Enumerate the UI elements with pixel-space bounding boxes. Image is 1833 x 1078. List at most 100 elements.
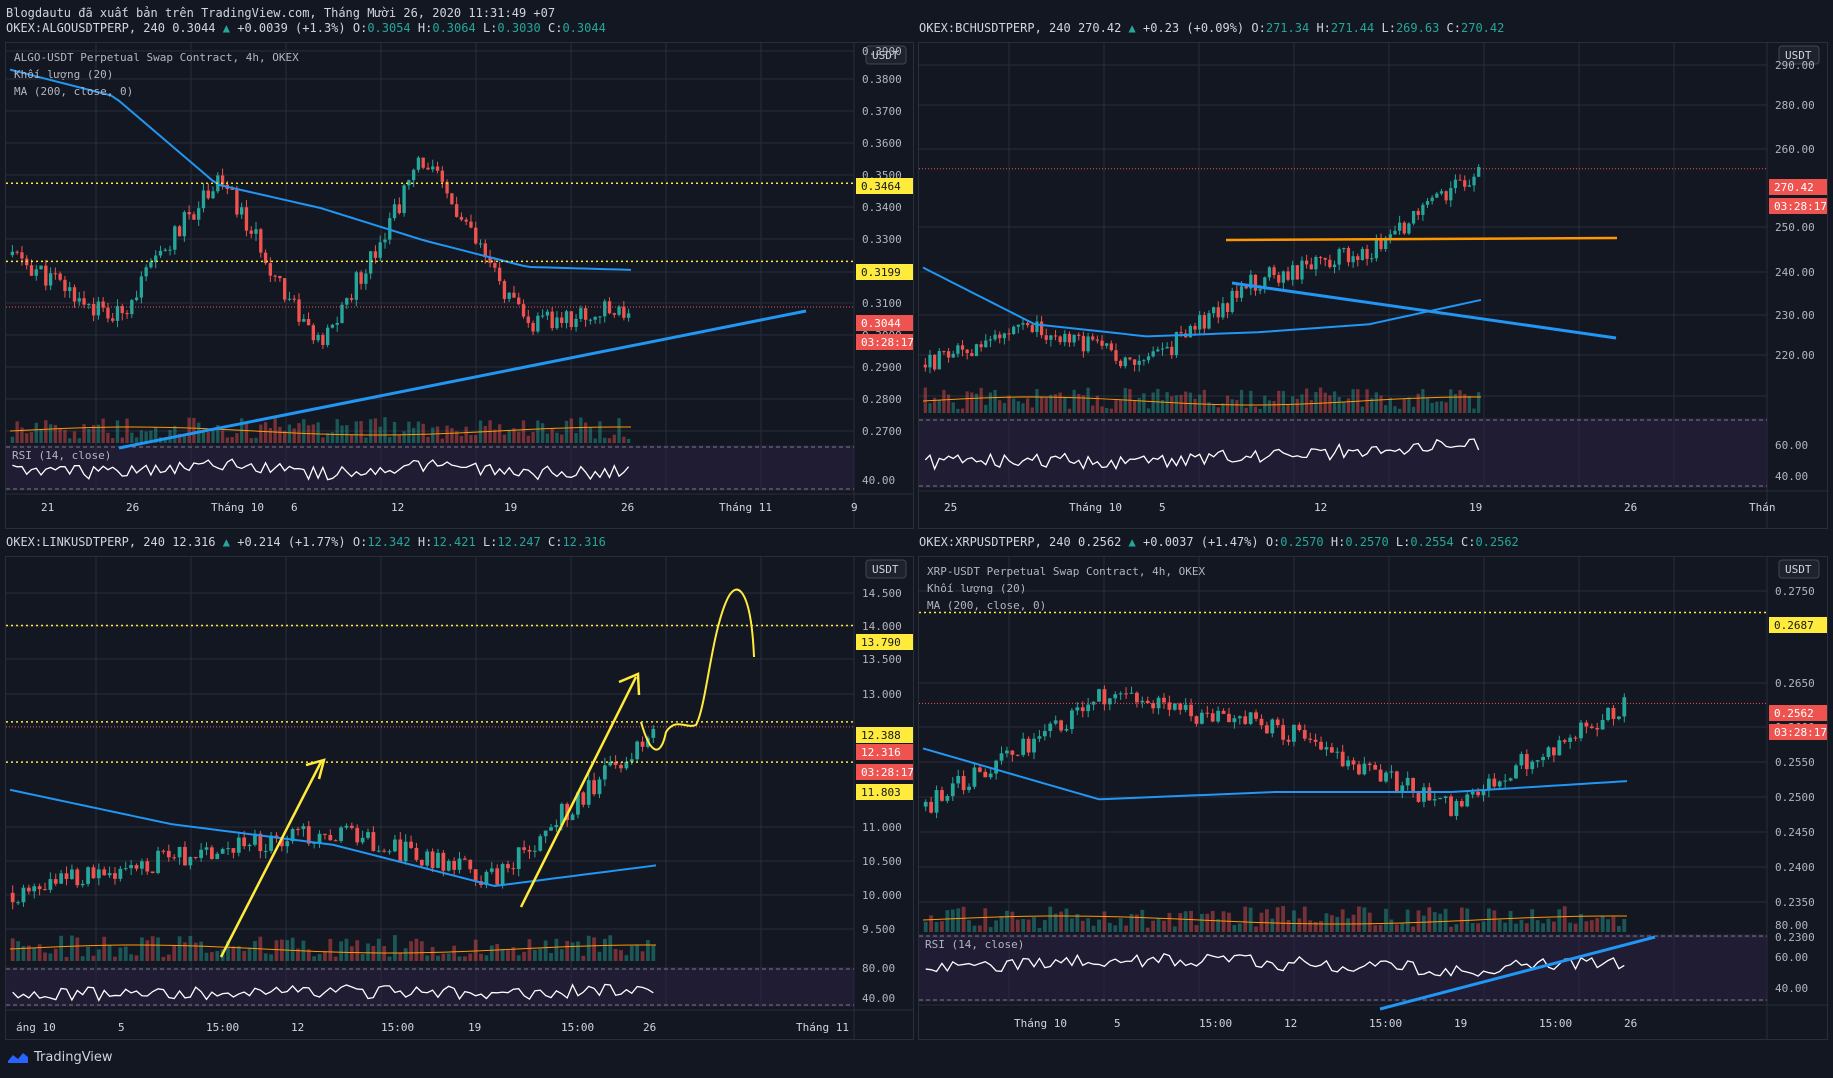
- candle-body: [1351, 760, 1356, 765]
- horizontal-line: [1225, 236, 1618, 242]
- volume-bar: [1297, 918, 1302, 932]
- candle-body: [527, 849, 532, 852]
- chart-canvas[interactable]: RSI (14, close) 80.00 60.00 40.00 USDT 0.2750…: [919, 557, 1827, 1039]
- volume-bar: [1373, 925, 1378, 932]
- candle-body: [172, 857, 177, 859]
- candle-body: [1189, 704, 1193, 717]
- candle-body: [1114, 350, 1118, 361]
- time-tick-label: 6: [291, 501, 298, 514]
- candle-body: [102, 869, 107, 876]
- candle-body: [576, 792, 580, 815]
- arrow-line: [519, 676, 638, 908]
- volume-bar: [956, 408, 960, 413]
- candle-body: [1244, 286, 1248, 289]
- candle-body: [387, 851, 392, 853]
- volume-bar: [225, 437, 230, 443]
- candle-body: [1449, 188, 1453, 201]
- volume-bar: [597, 951, 602, 961]
- volume-bar: [1463, 394, 1467, 413]
- volume-bar: [602, 938, 607, 961]
- price-tick-label: 0.2550: [1775, 756, 1815, 769]
- candle-body: [1277, 274, 1281, 283]
- volume-bar: [226, 940, 230, 961]
- chart-panel-bch[interactable]: OKEX:BCHUSDTPERP, 240 270.42 ▲ +0.23 (+0…: [918, 21, 1828, 529]
- candle-body: [1095, 339, 1100, 341]
- volume-bar: [349, 434, 354, 443]
- candle-body: [983, 771, 988, 778]
- volume-bar: [1015, 919, 1020, 932]
- candle-body: [134, 297, 139, 301]
- candle-body: [430, 851, 435, 868]
- candle-body: [1432, 799, 1437, 801]
- chart-panel-xrp[interactable]: OKEX:XRPUSDTPERP, 240 0.2562 ▲ +0.0037 (…: [918, 535, 1828, 1040]
- legend-line: MA (200, close, 0): [927, 599, 1046, 612]
- chart-panel-link[interactable]: OKEX:LINKUSDTPERP, 240 12.316 ▲ +0.214 (…: [5, 535, 914, 1040]
- time-tick-label: Tháng 10: [211, 501, 264, 514]
- time-tick-label: 5: [1114, 1017, 1121, 1030]
- time-tick-label: 9: [851, 501, 858, 514]
- candle-body: [1259, 718, 1264, 726]
- volume-bar: [1105, 408, 1109, 413]
- candle-body: [1435, 193, 1439, 198]
- volume-bar: [273, 418, 277, 443]
- candle-body: [1100, 340, 1104, 346]
- candle-body: [484, 871, 489, 886]
- volume-bar: [113, 956, 117, 961]
- price-label-box: [1769, 198, 1827, 214]
- chart-canvas[interactable]: 80.00 40.00 USDT 14.500 14.000 13.500 13.000 11…: [6, 557, 913, 1039]
- candle-body: [468, 859, 473, 870]
- volume-bar: [629, 945, 634, 961]
- price-label-text: 03:28:17: [1774, 200, 1827, 213]
- candle-body: [1357, 764, 1361, 775]
- volume-bar: [937, 400, 941, 413]
- volume-bar: [1132, 400, 1137, 413]
- time-tick-label: 19: [1469, 501, 1482, 514]
- volume-bar: [1258, 408, 1262, 413]
- volume-bar: [651, 944, 656, 961]
- time-tick-label: 12: [1284, 1017, 1297, 1030]
- volume-bar: [102, 936, 107, 961]
- up-triangle-icon: ▲: [1128, 21, 1136, 35]
- price-label-text: 03:28:17: [861, 766, 913, 779]
- time-tick-label: 15:00: [1369, 1017, 1402, 1030]
- candle-body: [425, 851, 430, 866]
- volume-bar: [646, 940, 650, 961]
- volume-bar: [1313, 921, 1318, 932]
- candle-body: [1239, 286, 1244, 298]
- candle-body: [1342, 248, 1346, 250]
- candle-body: [296, 829, 300, 831]
- volume-bar: [526, 435, 530, 443]
- candle-body: [16, 902, 20, 904]
- volume-bar: [20, 427, 24, 443]
- volume-bar: [1063, 397, 1067, 413]
- chart-panel-algo[interactable]: OKEX:ALGOUSDTPERP, 240 0.3044 ▲ +0.0039 …: [5, 21, 914, 529]
- tradingview-logo[interactable]: TradingView: [6, 1050, 113, 1065]
- candle-body: [929, 801, 934, 813]
- candle-body: [998, 334, 1002, 339]
- candle-body: [349, 825, 354, 828]
- candle-body: [1109, 343, 1113, 351]
- volume-bar: [321, 437, 325, 443]
- candle-body: [1503, 780, 1508, 782]
- candle-body: [1328, 259, 1332, 268]
- candle-body: [1007, 333, 1011, 335]
- candle-body: [1097, 689, 1101, 702]
- candle-body: [209, 847, 214, 860]
- volume-bar: [354, 421, 358, 443]
- candle-body: [1118, 360, 1123, 367]
- volume-bar: [586, 935, 591, 961]
- volume-bar: [1113, 925, 1118, 932]
- price-tick-label: 0.3600: [862, 137, 902, 150]
- candle-body: [1374, 239, 1379, 259]
- volume-bar: [1443, 908, 1448, 932]
- brand-name: TradingView: [34, 1050, 113, 1065]
- volume-bar: [392, 421, 397, 443]
- candle-body: [1053, 335, 1058, 337]
- candle-body: [950, 783, 955, 797]
- volume-bar: [86, 946, 90, 961]
- volume-bar: [39, 430, 43, 443]
- volume-bar: [923, 387, 927, 413]
- candle-body: [1400, 785, 1405, 792]
